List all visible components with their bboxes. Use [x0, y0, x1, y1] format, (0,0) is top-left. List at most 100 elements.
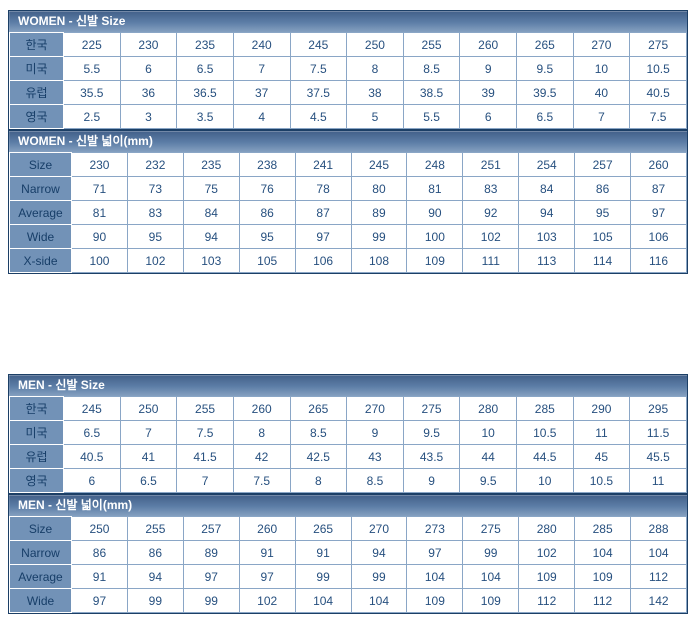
value-cell: 41 [119, 444, 178, 469]
value-cell: 5.5 [402, 104, 461, 129]
value-cell: 114 [574, 248, 632, 273]
value-cell: 95 [126, 224, 184, 249]
value-cell: 43.5 [402, 444, 461, 469]
value-cell: 285 [574, 516, 632, 541]
value-cell: 75 [182, 176, 240, 201]
value-cell: 275 [462, 516, 520, 541]
value-cell: 109 [406, 588, 464, 613]
value-cell: 104 [294, 588, 352, 613]
value-cell: 280 [518, 516, 576, 541]
value-cell: 245 [350, 152, 408, 177]
row-header: 영국 [9, 468, 64, 493]
value-cell: 238 [238, 152, 296, 177]
value-cell: 7.5 [232, 468, 291, 493]
value-cell: 97 [630, 200, 687, 225]
table-row: 유럽 40.5 41 41.5 42 42.5 43 43.5 44 44.5 45 45.5 [9, 444, 687, 469]
value-cell: 84 [182, 200, 240, 225]
value-cell: 103 [518, 224, 576, 249]
value-cell: 40.5 [63, 444, 121, 469]
value-cell: 73 [126, 176, 184, 201]
value-cell: 112 [630, 564, 687, 589]
table-block-women-width: WOMEN - 신발 넓이(mm) Size 230 232 235 238 241 245 2… [8, 130, 688, 274]
value-cell: 103 [182, 248, 240, 273]
table-row: Average 81 83 84 86 87 89 90 92 94 95 97 [9, 200, 687, 225]
value-cell: 104 [574, 540, 632, 565]
value-cell: 104 [350, 588, 408, 613]
value-cell: 280 [459, 396, 517, 421]
value-cell: 8 [289, 468, 348, 493]
size-table-men-width: Size 250 255 257 260 265 270 273 275 280 285 288 Nar… [9, 516, 687, 613]
size-table-women-size: 한국 225 230 235 240 245 250 255 260 265 270 275 미국 5.5… [9, 32, 687, 129]
value-cell: 95 [238, 224, 296, 249]
value-cell: 230 [119, 32, 178, 57]
value-cell: 106 [294, 248, 352, 273]
value-cell: 83 [126, 200, 184, 225]
value-cell: 235 [176, 32, 234, 57]
row-header: 영국 [9, 104, 64, 129]
value-cell: 257 [574, 152, 632, 177]
table-row: 미국 6.5 7 7.5 8 8.5 9 9.5 10 10.5 11 11.5 [9, 420, 687, 445]
table-row: Narrow 86 86 89 91 91 94 97 99 102 104 104 [9, 540, 687, 565]
value-cell: 5.5 [63, 56, 121, 81]
table-row: X-side 100 102 103 105 106 108 109 111 113 114 116 [9, 248, 687, 273]
value-cell: 97 [182, 564, 240, 589]
value-cell: 9 [346, 420, 404, 445]
value-cell: 250 [71, 516, 128, 541]
value-cell: 7 [176, 468, 234, 493]
value-cell: 102 [126, 248, 184, 273]
value-cell: 99 [182, 588, 240, 613]
value-cell: 112 [518, 588, 576, 613]
row-header: 한국 [9, 32, 64, 57]
value-cell: 87 [630, 176, 687, 201]
value-cell: 71 [71, 176, 128, 201]
table-row: Size 250 255 257 260 265 270 273 275 280 285 288 [9, 516, 687, 541]
value-cell: 285 [516, 396, 574, 421]
value-cell: 41.5 [176, 444, 234, 469]
value-cell: 8 [232, 420, 291, 445]
value-cell: 265 [516, 32, 574, 57]
value-cell: 37.5 [289, 80, 348, 105]
value-cell: 90 [71, 224, 128, 249]
value-cell: 10 [572, 56, 631, 81]
table-row: Wide 97 99 99 102 104 104 109 109 112 112 142 [9, 588, 687, 613]
value-cell: 86 [126, 540, 184, 565]
row-header: Size [9, 152, 72, 177]
row-header: 미국 [9, 56, 64, 81]
value-cell: 90 [406, 200, 464, 225]
value-cell: 245 [289, 32, 348, 57]
value-cell: 11 [629, 468, 687, 493]
value-cell: 94 [182, 224, 240, 249]
table-row: Narrow 71 73 75 76 78 80 81 83 84 86 87 [9, 176, 687, 201]
value-cell: 232 [126, 152, 184, 177]
value-cell: 270 [350, 516, 408, 541]
size-charts: WOMEN - 신발 Size 한국 225 230 235 240 245 250 255 26… [8, 10, 688, 614]
row-header: Average [9, 200, 72, 225]
value-cell: 250 [119, 396, 178, 421]
table-row: Wide 90 95 94 95 97 99 100 102 103 105 106 [9, 224, 687, 249]
value-cell: 80 [350, 176, 408, 201]
value-cell: 42.5 [289, 444, 348, 469]
table-row: Average 91 94 97 97 99 99 104 104 109 109 112 [9, 564, 687, 589]
value-cell: 265 [294, 516, 352, 541]
value-cell: 273 [406, 516, 464, 541]
value-cell: 94 [518, 200, 576, 225]
value-cell: 6.5 [516, 104, 574, 129]
value-cell: 295 [629, 396, 687, 421]
value-cell: 275 [402, 396, 461, 421]
value-cell: 8.5 [402, 56, 461, 81]
table-title-men-size: MEN - 신발 Size [9, 375, 687, 396]
value-cell: 38 [346, 80, 404, 105]
value-cell: 11.5 [629, 420, 687, 445]
value-cell: 36.5 [176, 80, 234, 105]
value-cell: 91 [238, 540, 296, 565]
value-cell: 260 [238, 516, 296, 541]
value-cell: 6.5 [176, 56, 234, 81]
value-cell: 92 [462, 200, 520, 225]
value-cell: 7 [572, 104, 631, 129]
value-cell: 112 [574, 588, 632, 613]
value-cell: 113 [518, 248, 576, 273]
value-cell: 78 [294, 176, 352, 201]
value-cell: 91 [294, 540, 352, 565]
value-cell: 260 [459, 32, 517, 57]
value-cell: 43 [346, 444, 404, 469]
